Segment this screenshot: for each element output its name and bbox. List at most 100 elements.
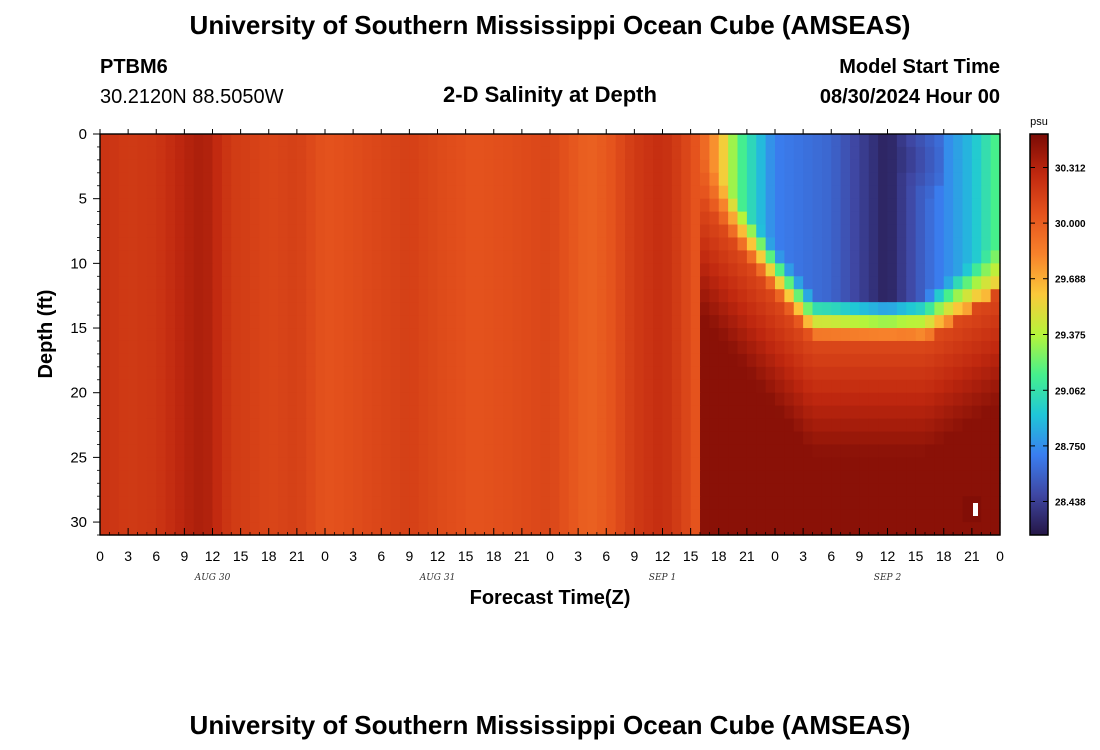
- heatmap-cell: [100, 392, 110, 407]
- heatmap-cell: [906, 392, 917, 407]
- heatmap-cell: [118, 470, 129, 484]
- heatmap-cell: [137, 405, 148, 420]
- heatmap-cell: [887, 276, 898, 290]
- heatmap-cell: [175, 418, 185, 433]
- heatmap-cell: [418, 457, 429, 471]
- heatmap-cell: [334, 353, 345, 368]
- heatmap-cell: [137, 276, 148, 290]
- heatmap-cell: [803, 224, 814, 239]
- heatmap-cell: [531, 483, 542, 497]
- heatmap-cell: [428, 172, 439, 187]
- heatmap-cell: [212, 146, 223, 161]
- heatmap-cell: [184, 159, 195, 174]
- heatmap-cell: [446, 146, 457, 161]
- heatmap-cell: [831, 366, 842, 381]
- heatmap-cell: [334, 366, 345, 381]
- heatmap-cell: [981, 457, 992, 471]
- heatmap-cell: [475, 224, 485, 239]
- heatmap-cell: [925, 470, 935, 484]
- heatmap-cell: [671, 483, 682, 497]
- heatmap-cell: [606, 276, 617, 290]
- heatmap-cell: [934, 431, 945, 446]
- heatmap-cell: [390, 211, 401, 226]
- heatmap-cell: [287, 328, 298, 342]
- heatmap-cell: [259, 134, 270, 148]
- heatmap-cell: [812, 185, 823, 200]
- heatmap-cell: [465, 224, 476, 239]
- heatmap-cell: [250, 483, 260, 497]
- heatmap-cell: [400, 405, 410, 420]
- heatmap-cell: [493, 470, 504, 484]
- heatmap-cell: [128, 302, 139, 316]
- heatmap-cell: [128, 353, 139, 368]
- heatmap-cell: [109, 237, 120, 252]
- heatmap-cell: [981, 496, 992, 510]
- heatmap-cell: [578, 483, 589, 497]
- heatmap-cell: [221, 483, 232, 497]
- heatmap-cell: [915, 263, 926, 277]
- heatmap-cell: [259, 198, 270, 213]
- heatmap-cell: [268, 185, 279, 200]
- heatmap-cell: [737, 366, 748, 381]
- heatmap-cell: [456, 496, 467, 510]
- heatmap-cell: [943, 366, 954, 381]
- heatmap-cell: [325, 340, 335, 355]
- heatmap-cell: [681, 263, 692, 277]
- heatmap-cell: [559, 509, 570, 523]
- heatmap-cell: [662, 172, 673, 187]
- heatmap-cell: [606, 340, 617, 355]
- heatmap-cell: [756, 470, 767, 484]
- heatmap-cell: [643, 444, 654, 458]
- heatmap-cell: [343, 134, 354, 148]
- heatmap-cell: [268, 289, 279, 303]
- heatmap-cell: [465, 159, 476, 174]
- heatmap-cell: [653, 134, 664, 148]
- heatmap-cell: [850, 340, 860, 355]
- heatmap-cell: [690, 353, 701, 368]
- heatmap-cell: [193, 418, 204, 433]
- heatmap-cell: [718, 328, 729, 342]
- x-tick-label: 0: [321, 548, 329, 564]
- heatmap-cell: [353, 250, 364, 264]
- heatmap-cell: [409, 224, 420, 239]
- heatmap-cell: [156, 340, 167, 355]
- heatmap-cell: [925, 289, 935, 303]
- heatmap-cell: [868, 470, 879, 484]
- heatmap-cell: [887, 353, 898, 368]
- heatmap-cell: [418, 289, 429, 303]
- heatmap-cell: [484, 457, 495, 471]
- heatmap-cell: [962, 366, 973, 381]
- heatmap-cell: [925, 198, 935, 213]
- heatmap-cell: [521, 302, 532, 316]
- heatmap-cell: [718, 237, 729, 252]
- heatmap-cell: [381, 405, 392, 420]
- heatmap-cell: [915, 522, 926, 536]
- heatmap-cell: [231, 431, 242, 446]
- heatmap-cell: [146, 431, 157, 446]
- heatmap-cell: [428, 237, 439, 252]
- heatmap-cell: [784, 353, 795, 368]
- heatmap-cell: [465, 328, 476, 342]
- heatmap-cell: [643, 509, 654, 523]
- heatmap-cell: [962, 263, 973, 277]
- heatmap-cell: [634, 276, 645, 290]
- heatmap-cell: [109, 457, 120, 471]
- heatmap-cell: [465, 379, 476, 394]
- heatmap-cell: [812, 211, 823, 226]
- x-tick-label: 3: [349, 548, 357, 564]
- heatmap-cell: [840, 134, 851, 148]
- heatmap-cell: [240, 224, 251, 239]
- heatmap-cell: [765, 302, 776, 316]
- heatmap-cell: [409, 185, 420, 200]
- heatmap-cell: [437, 340, 448, 355]
- heatmap-cell: [146, 470, 157, 484]
- heatmap-cell: [146, 483, 157, 497]
- heatmap-cell: [596, 263, 607, 277]
- heatmap-cell: [296, 134, 307, 148]
- heatmap-cell: [831, 353, 842, 368]
- heatmap-cell: [709, 483, 720, 497]
- heatmap-cell: [493, 302, 504, 316]
- heatmap-cell: [681, 379, 692, 394]
- heatmap-cell: [418, 522, 429, 536]
- heatmap-cell: [128, 392, 139, 407]
